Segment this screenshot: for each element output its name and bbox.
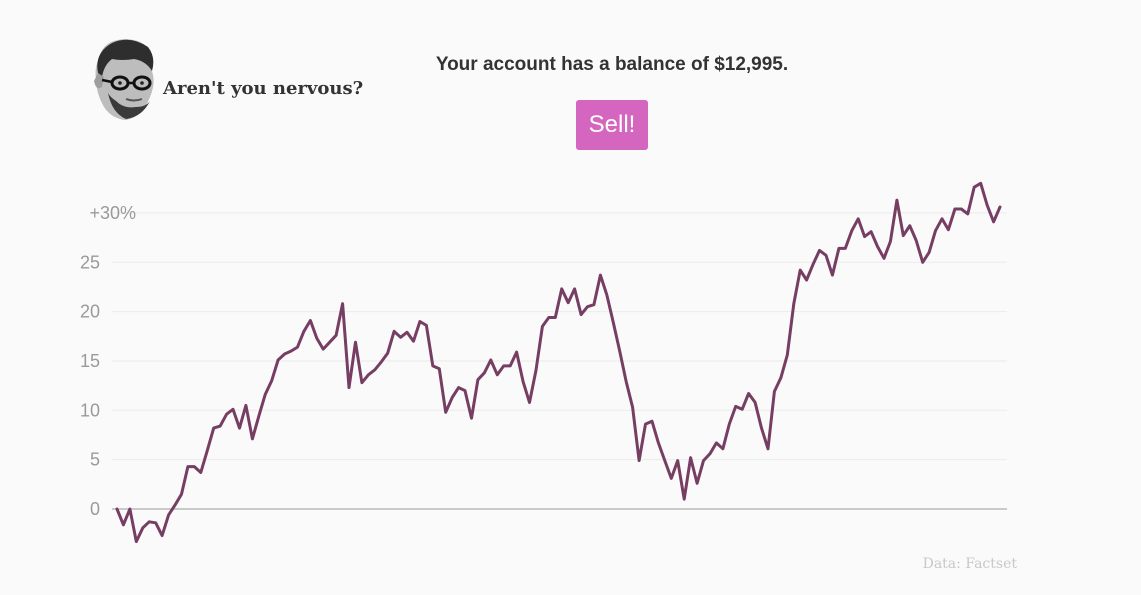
balance-message: Your account has a balance of $12,995. (435, 54, 789, 75)
y-tick-label: 10 (80, 400, 100, 420)
y-tick-label: 15 (80, 351, 100, 371)
y-tick-label: 0 (90, 499, 100, 519)
speech-text: Aren't you nervous? (163, 78, 364, 99)
avatar (94, 39, 154, 120)
y-tick-labels: 0 5 10 15 20 25 +30% (80, 203, 136, 519)
y-tick-label: 25 (80, 252, 100, 272)
y-tick-label: 5 (90, 450, 100, 470)
y-tick-label: +30% (89, 203, 136, 223)
grid-lines (112, 212, 1007, 510)
sell-button[interactable]: Sell! (576, 100, 648, 150)
y-tick-label: 20 (80, 302, 100, 322)
data-source: Data: Factset (922, 556, 1017, 572)
series-line (115, 181, 1002, 544)
